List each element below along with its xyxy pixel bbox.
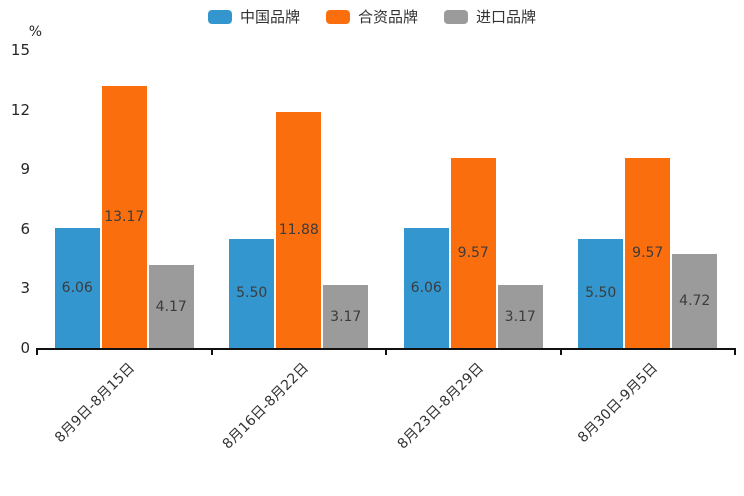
x-axis-tick xyxy=(385,349,387,355)
bar-china-brand xyxy=(403,227,449,348)
x-axis-tick xyxy=(559,349,562,355)
bar-china-brand xyxy=(578,238,624,348)
legend-item-import-brand: 进口品牌 xyxy=(444,8,536,26)
legend-label-china-brand: 中国品牌 xyxy=(239,8,300,26)
bar-value-label-import-brand: 4.72 xyxy=(679,293,711,310)
x-axis-tick xyxy=(734,349,736,355)
bar-value-label-china-brand: 6.06 xyxy=(61,279,93,296)
bar-value-label-china-brand: 5.50 xyxy=(236,285,268,302)
bar-value-label-china-brand: 5.50 xyxy=(585,285,617,302)
bar-value-label-joint-venture-brand: 9.57 xyxy=(457,244,489,261)
y-tick-label: 12 xyxy=(10,100,30,119)
y-tick-label: 0 xyxy=(20,339,30,357)
bar-joint-venture-brand xyxy=(101,86,147,348)
legend-swatch-china-brand xyxy=(207,10,232,24)
chart-legend: 中国品牌 合资品牌 进口品牌 xyxy=(0,8,744,26)
y-tick-label: 6 xyxy=(20,219,30,238)
bar-value-label-china-brand: 6.06 xyxy=(410,279,442,296)
bar-china-brand xyxy=(229,238,275,348)
bar-value-label-import-brand: 3.17 xyxy=(504,308,536,325)
x-axis-tick xyxy=(36,349,38,355)
x-tick-label: 8月16日-8月22日 xyxy=(219,360,313,453)
y-tick-label: 3 xyxy=(20,279,30,298)
bar-import-brand xyxy=(497,285,543,348)
legend-swatch-import-brand xyxy=(444,10,468,24)
bar-value-label-import-brand: 3.17 xyxy=(330,308,362,325)
legend-item-china-brand: 中国品牌 xyxy=(207,8,300,26)
bar-value-label-joint-venture-brand: 13.17 xyxy=(104,209,145,226)
legend-item-joint-venture-brand: 合资品牌 xyxy=(325,8,418,26)
bar-joint-venture-brand xyxy=(450,157,496,348)
bar-import-brand xyxy=(148,265,194,348)
x-tick-label: 8月9日-8月15日 xyxy=(51,360,138,447)
y-tick-label: 15 xyxy=(10,41,30,59)
plot-area: 0 3 6 9 12 15 6.06 13.17 4.17 8月9日-8月15日 5.50 11.88… xyxy=(11,41,736,452)
bar-joint-venture-brand xyxy=(276,111,322,348)
legend-label-import-brand: 进口品牌 xyxy=(476,8,537,26)
x-axis-tick xyxy=(210,349,213,355)
bar-import-brand xyxy=(672,254,718,348)
legend-swatch-joint-venture-brand xyxy=(325,10,350,24)
bar-value-label-joint-venture-brand: 9.57 xyxy=(632,244,664,261)
bar-import-brand xyxy=(323,285,369,348)
y-axis-unit-label: % xyxy=(28,24,42,40)
x-tick-label: 8月30日-9月5日 xyxy=(575,360,662,447)
legend-label-joint-venture-brand: 合资品牌 xyxy=(357,8,418,26)
bar-value-label-joint-venture-brand: 11.88 xyxy=(278,221,319,238)
bar-value-label-import-brand: 4.17 xyxy=(155,298,187,315)
bar-joint-venture-brand xyxy=(625,157,671,348)
x-tick-label: 8月23日-8月29日 xyxy=(394,360,487,453)
y-tick-label: 9 xyxy=(20,160,30,179)
bar-china-brand xyxy=(54,227,100,348)
